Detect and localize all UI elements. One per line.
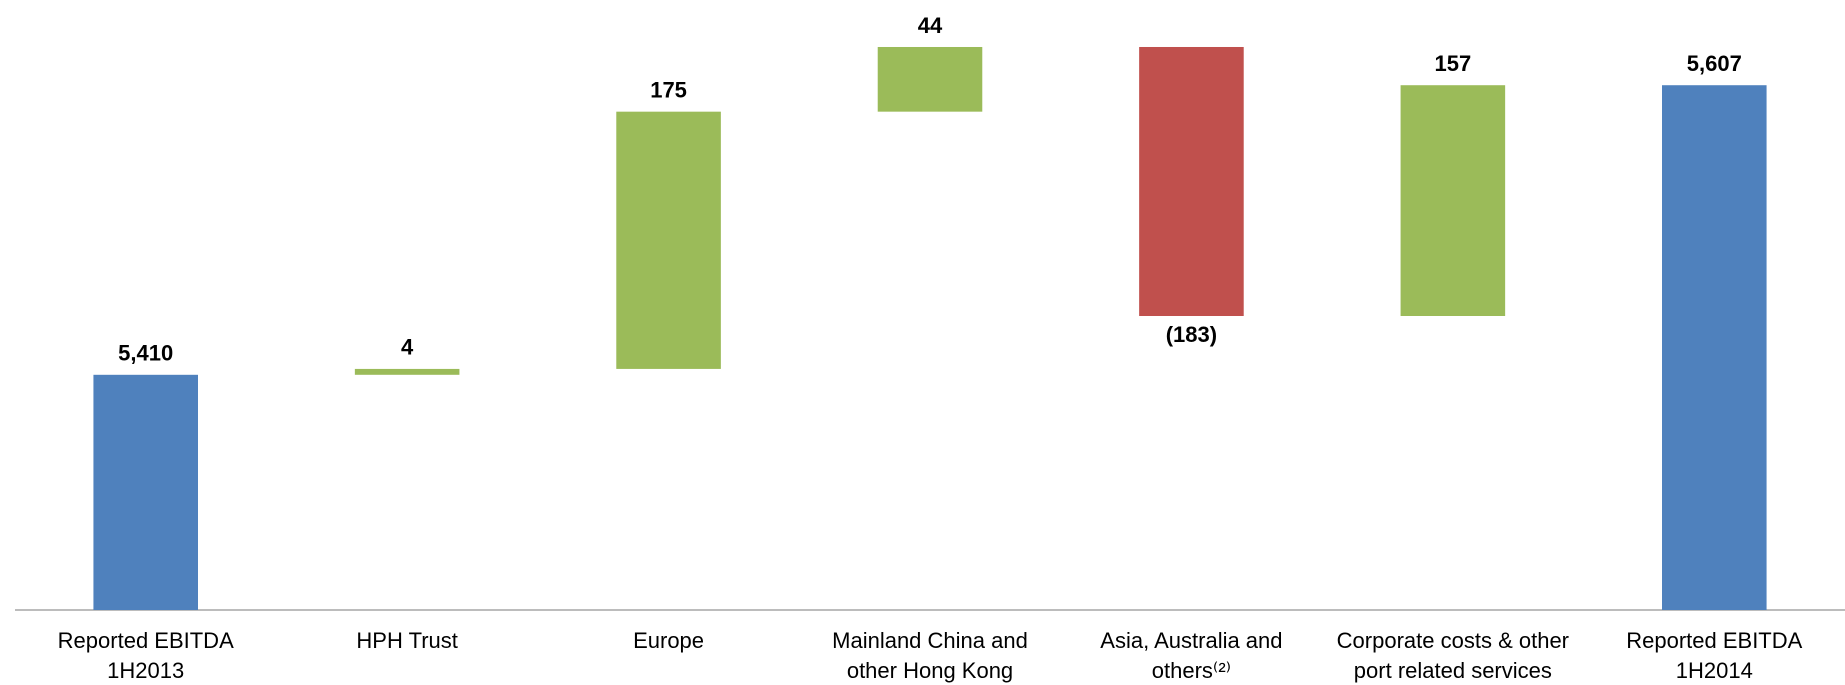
x-tick-label: Reported EBITDA 1H2014 <box>1626 628 1803 683</box>
x-tick-label: Mainland China and other Hong Kong <box>832 628 1028 683</box>
value-label: 44 <box>918 13 943 38</box>
bar <box>1139 46 1244 317</box>
x-tick-label: Corporate costs & other port related ser… <box>1336 628 1570 683</box>
value-label: 5,607 <box>1687 51 1742 76</box>
value-label: 4 <box>401 335 414 360</box>
value-label: (183) <box>1166 322 1217 347</box>
bar <box>616 111 721 369</box>
bar <box>93 374 198 610</box>
bar <box>1662 85 1767 610</box>
bar <box>354 368 460 375</box>
x-tick-label: Asia, Australia and others⁽²⁾ <box>1100 628 1283 683</box>
value-label: 157 <box>1434 51 1471 76</box>
bar <box>1400 85 1506 317</box>
bar <box>877 46 983 112</box>
value-label: 5,410 <box>118 341 173 366</box>
x-tick-label: Europe <box>633 628 705 653</box>
x-tick-label: HPH Trust <box>356 628 458 653</box>
x-tick-label: Reported EBITDA 1H2013 <box>57 628 234 683</box>
value-label: 175 <box>650 77 687 102</box>
